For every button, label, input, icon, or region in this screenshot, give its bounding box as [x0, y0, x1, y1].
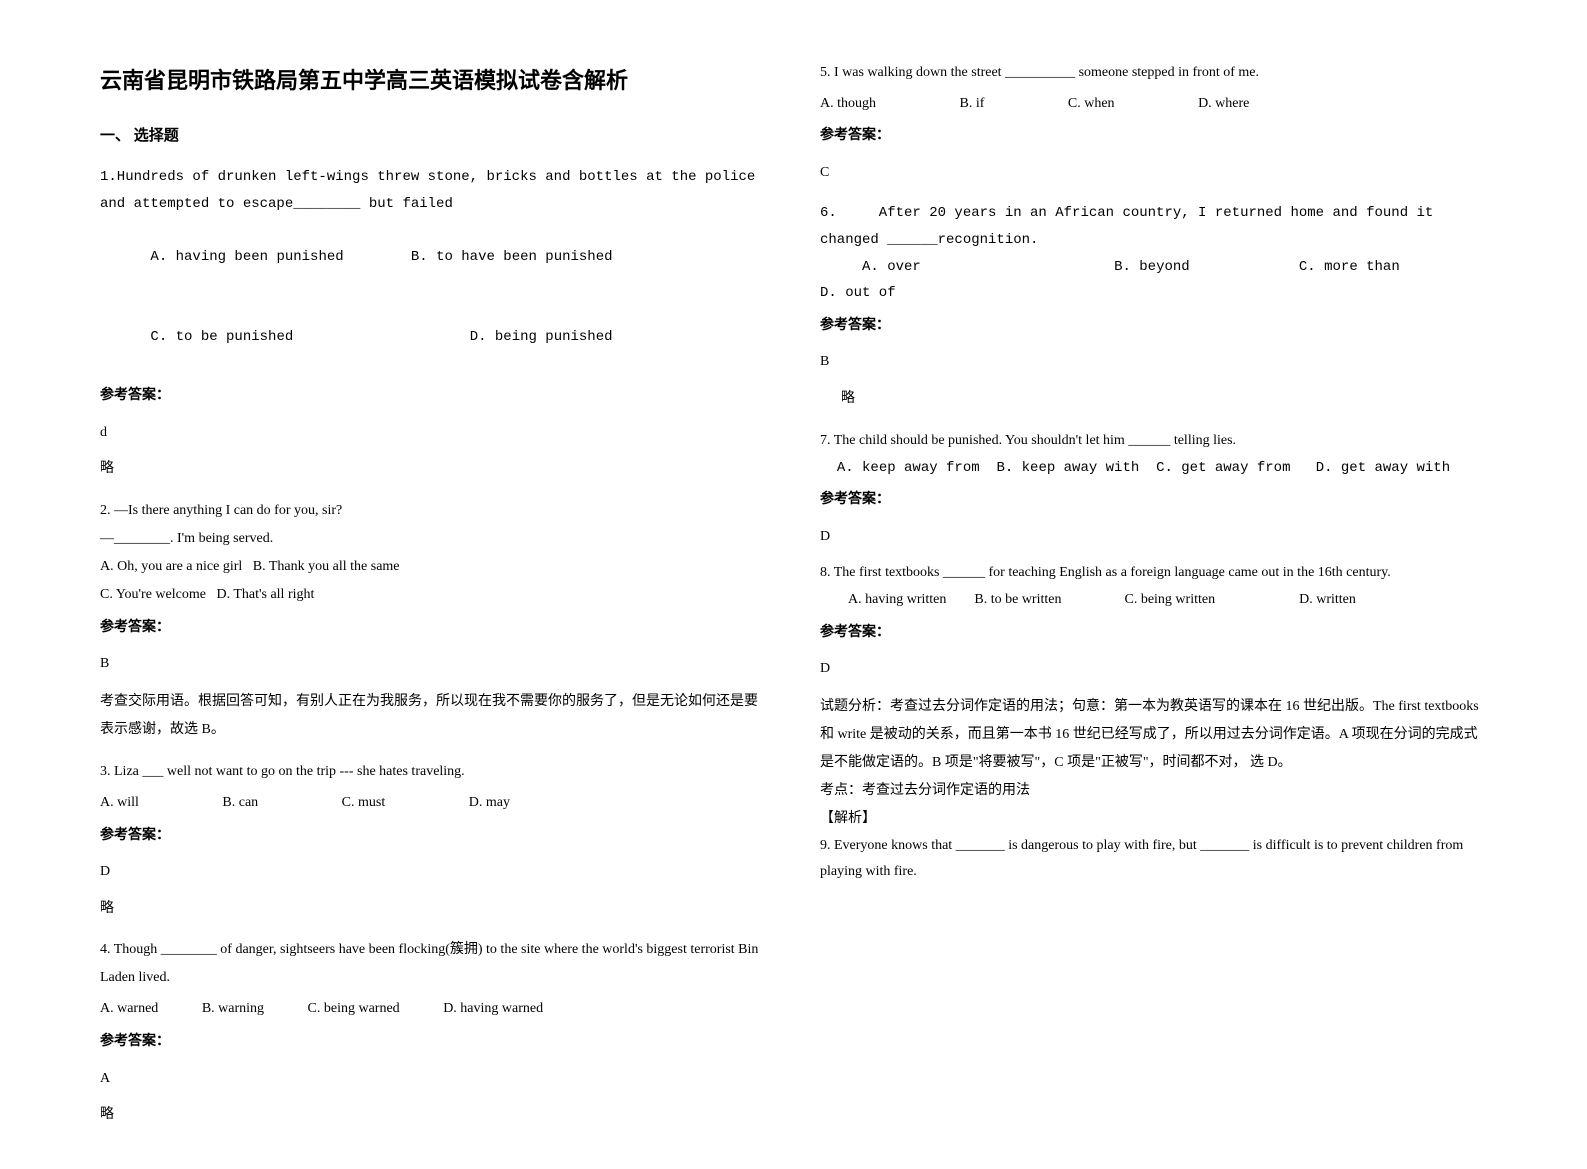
- q7-answer-label: 参考答案：: [820, 487, 1480, 514]
- q5-answer: C: [820, 160, 1480, 187]
- q8-explain2: 考点：考查过去分词作定语的用法: [820, 777, 1480, 805]
- q8-text: 8. The first textbooks ______ for teachi…: [820, 560, 1480, 587]
- q4-text: 4. Though ________ of danger, sightseers…: [100, 936, 760, 992]
- q8-opt-b: B. to be written: [974, 592, 1061, 607]
- q2-answer: B: [100, 651, 760, 678]
- q3-opt-c: C. must: [342, 790, 386, 817]
- q3-opt-b: B. can: [222, 790, 258, 817]
- q8-options: A. having written B. to be written C. be…: [820, 587, 1480, 614]
- q4-answer-label: 参考答案：: [100, 1029, 760, 1056]
- q2-opt-b: B. Thank you all the same: [253, 559, 400, 574]
- q2-opts-row1: A. Oh, you are a nice girl B. Thank you …: [100, 553, 760, 581]
- q6-opt-a: A. over: [862, 259, 921, 275]
- right-column: 5. I was walking down the street _______…: [820, 60, 1480, 1129]
- document-title: 云南省昆明市铁路局第五中学高三英语模拟试卷含解析: [100, 60, 760, 102]
- q2-answer-label: 参考答案：: [100, 615, 760, 642]
- q6-options: A. over B. beyond C. more than D. out of: [820, 254, 1480, 307]
- q3-text: 3. Liza ___ well not want to go on the t…: [100, 758, 760, 786]
- q3-opt-d: D. may: [469, 790, 510, 817]
- q2-opt-a: A. Oh, you are a nice girl: [100, 559, 242, 574]
- q2-explain: 考查交际用语。根据回答可知，有别人正在为我服务，所以现在我不需要你的服务了，但是…: [100, 688, 760, 744]
- q2-line1: 2. —Is there anything I can do for you, …: [100, 497, 760, 525]
- q8-opt-c: C. being written: [1124, 592, 1215, 607]
- q6-opt-b: B. beyond: [1114, 259, 1190, 275]
- q6-lue: 略: [820, 386, 1480, 413]
- q7-answer: D: [820, 524, 1480, 551]
- q7-options: A. keep away from B. keep away with C. g…: [820, 455, 1480, 482]
- q1-text: 1.Hundreds of drunken left-wings threw s…: [100, 164, 760, 217]
- q5-opt-a: A. though: [820, 91, 876, 118]
- q3-options: A. will B. can C. must D. may: [100, 790, 760, 817]
- q2-block: 2. —Is there anything I can do for you, …: [100, 497, 760, 609]
- q1-options-row1: A. having been punished B. to have been …: [100, 217, 760, 297]
- q7-text: 7. The child should be punished. You sho…: [820, 427, 1480, 455]
- q2-opt-c: C. You're welcome: [100, 587, 206, 602]
- q5-text: 5. I was walking down the street _______…: [820, 60, 1480, 87]
- q2-opt-d: D. That's all right: [216, 587, 314, 602]
- q8-opt-d: D. written: [1299, 592, 1356, 607]
- q4-options: A. warned B. warning C. being warned D. …: [100, 996, 760, 1023]
- q5-options: A. though B. if C. when D. where: [820, 91, 1480, 118]
- q1-answer-label: 参考答案：: [100, 383, 760, 410]
- q8-opt-a: A. having written: [848, 592, 946, 607]
- q3-answer: D: [100, 859, 760, 886]
- q6-answer: B: [820, 349, 1480, 376]
- q2-opts-row2: C. You're welcome D. That's all right: [100, 581, 760, 609]
- q4-opt-c: C. being warned: [308, 996, 400, 1023]
- q5-opt-d: D. where: [1198, 91, 1249, 118]
- q4-opt-b: B. warning: [202, 996, 264, 1023]
- q4-opt-a: A. warned: [100, 996, 158, 1023]
- q5-opt-c: C. when: [1068, 91, 1115, 118]
- q4-lue: 略: [100, 1102, 760, 1129]
- q1-options-row2: C. to be punished D. being punished: [100, 297, 760, 377]
- q1-opt-c: C. to be punished: [150, 329, 293, 345]
- q1-opt-a: A. having been punished: [150, 249, 343, 265]
- q8-answer: D: [820, 656, 1480, 683]
- q6-opt-c: C. more than: [1299, 259, 1400, 275]
- q2-line2: —________. I'm being served.: [100, 525, 760, 553]
- q3-opt-a: A. will: [100, 790, 139, 817]
- q6-answer-label: 参考答案：: [820, 313, 1480, 340]
- q1-lue: 略: [100, 456, 760, 483]
- q9-text: 9. Everyone knows that _______ is danger…: [820, 833, 1480, 886]
- q4-answer: A: [100, 1066, 760, 1093]
- q5-opt-b: B. if: [960, 91, 985, 118]
- q1-opt-d: D. being punished: [470, 329, 613, 345]
- q8-explain1: 试题分析：考查过去分词作定语的用法；句意：第一本为教英语写的课本在 16 世纪出…: [820, 693, 1480, 777]
- q1-answer: d: [100, 420, 760, 447]
- q6-text: 6. After 20 years in an African country,…: [820, 200, 1480, 253]
- section-heading: 一、 选择题: [100, 122, 760, 151]
- q4-opt-d: D. having warned: [443, 996, 543, 1023]
- left-column: 云南省昆明市铁路局第五中学高三英语模拟试卷含解析 一、 选择题 1.Hundre…: [100, 60, 760, 1129]
- q3-answer-label: 参考答案：: [100, 823, 760, 850]
- page-root: 云南省昆明市铁路局第五中学高三英语模拟试卷含解析 一、 选择题 1.Hundre…: [0, 0, 1587, 1169]
- q6-opt-d: D. out of: [820, 285, 896, 301]
- q5-answer-label: 参考答案：: [820, 123, 1480, 150]
- q8-answer-label: 参考答案：: [820, 620, 1480, 647]
- q3-lue: 略: [100, 896, 760, 923]
- q8-explain3: 【解析】: [820, 805, 1480, 833]
- q1-opt-b: B. to have been punished: [411, 249, 613, 265]
